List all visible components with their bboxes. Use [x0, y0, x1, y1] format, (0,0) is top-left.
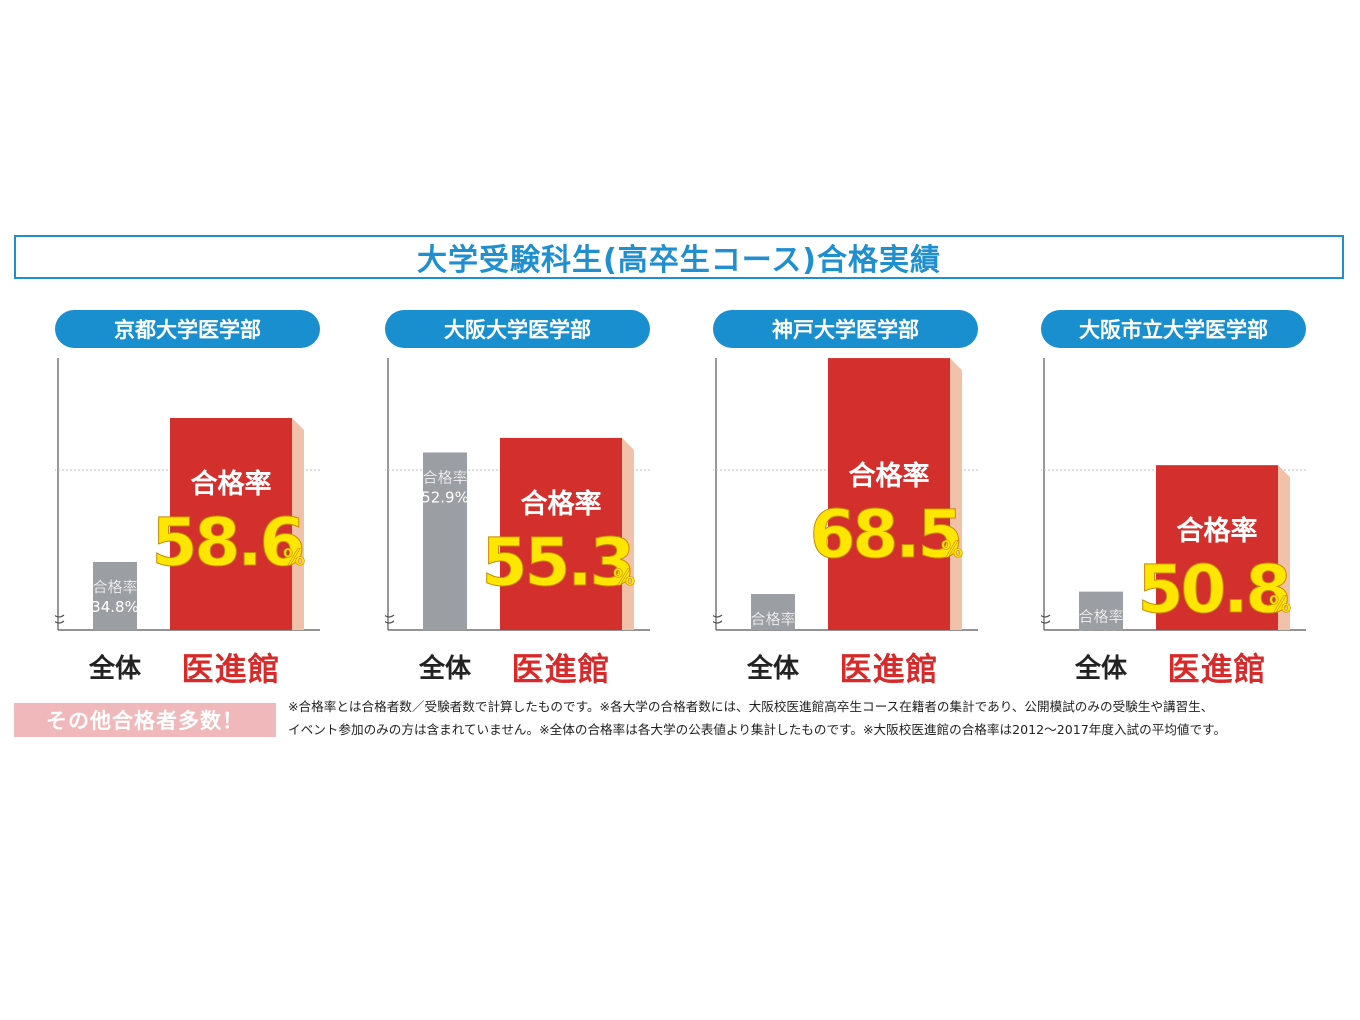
category-label-overall: 全体 — [88, 654, 142, 684]
title-box: 大学受験科生(高卒生コース)合格実績 — [14, 235, 1344, 279]
university-title: 大阪大学医学部 — [385, 310, 650, 348]
bar-overall-label: 合格率 — [92, 578, 137, 596]
footnote: ※合格率とは合格者数／受験者数で計算したものです。※各大学の合格者数には、大阪校… — [288, 695, 1352, 741]
bar-ishinkan — [828, 358, 950, 630]
category-label-overall: 全体 — [1074, 654, 1128, 684]
bar-ishinkan-value: 68.5 — [810, 496, 961, 573]
bar-ishinkan-percent: % — [941, 538, 963, 563]
footnote-line-1: ※合格率とは合格者数／受験者数で計算したものです。※各大学の合格者数には、大阪校… — [288, 699, 1214, 714]
page-title: 大学受験科生(高卒生コース)合格実績 — [417, 243, 941, 278]
bar-overall-value: 34.8% — [91, 598, 139, 616]
bar-overall-value: 29.5% — [749, 630, 797, 646]
bar-overall-label: 合格率 — [422, 468, 467, 486]
bar-ishinkan-label: 合格率 — [191, 468, 272, 500]
bar-overall-label: 合格率 — [1078, 608, 1123, 626]
bar-overall-label: 合格率 — [750, 610, 795, 628]
footnote-line-2: イベント参加のみの方は含まれていません。※全体の合格率は各大学の公表値より集計し… — [288, 722, 1227, 737]
category-label-overall: 全体 — [746, 654, 800, 684]
category-label-ishinkan: 医進館 — [1167, 650, 1267, 688]
bar-ishinkan-percent: % — [283, 546, 305, 571]
bar-ishinkan-side — [292, 417, 304, 630]
bar-ishinkan-label: 合格率 — [521, 488, 602, 520]
other-passers-badge: その他合格者多数！ — [14, 703, 276, 737]
university-title: 大阪市立大学医学部 — [1041, 310, 1306, 348]
bar-overall — [423, 452, 467, 630]
bar-ishinkan-percent: % — [613, 566, 635, 591]
axis-break-icon — [55, 614, 65, 624]
university-title: 神戸大学医学部 — [713, 310, 978, 348]
bar-ishinkan-label: 合格率 — [1177, 515, 1258, 547]
category-label-ishinkan: 医進館 — [839, 650, 939, 688]
bar-ishinkan-side — [1278, 465, 1290, 630]
bar-ishinkan-side — [950, 358, 962, 630]
university-title: 京都大学医学部 — [55, 310, 320, 348]
bar-overall — [751, 594, 795, 630]
category-label-ishinkan: 医進館 — [511, 650, 611, 688]
category-label-ishinkan: 医進館 — [181, 650, 281, 688]
bar-ishinkan-side — [622, 437, 634, 630]
bar-ishinkan-label: 合格率 — [849, 460, 930, 492]
axis-break-icon — [1041, 614, 1051, 624]
axis-break-icon — [713, 614, 723, 624]
category-label-overall: 全体 — [418, 654, 472, 684]
bar-overall-value: 52.9% — [421, 488, 469, 506]
bar-ishinkan-value: 55.3 — [482, 524, 633, 601]
bar-overall — [93, 561, 137, 630]
bar-ishinkan-value: 50.8 — [1138, 551, 1289, 628]
bar-overall — [1079, 591, 1123, 630]
bar-overall-value: 29.9% — [1077, 628, 1125, 646]
bar-ishinkan — [500, 437, 622, 630]
bar-ishinkan-value: 58.6 — [152, 504, 303, 581]
bar-ishinkan-percent: % — [1269, 593, 1291, 618]
bar-ishinkan — [1156, 465, 1278, 630]
bar-ishinkan — [170, 417, 292, 630]
axis-break-icon — [385, 614, 395, 624]
